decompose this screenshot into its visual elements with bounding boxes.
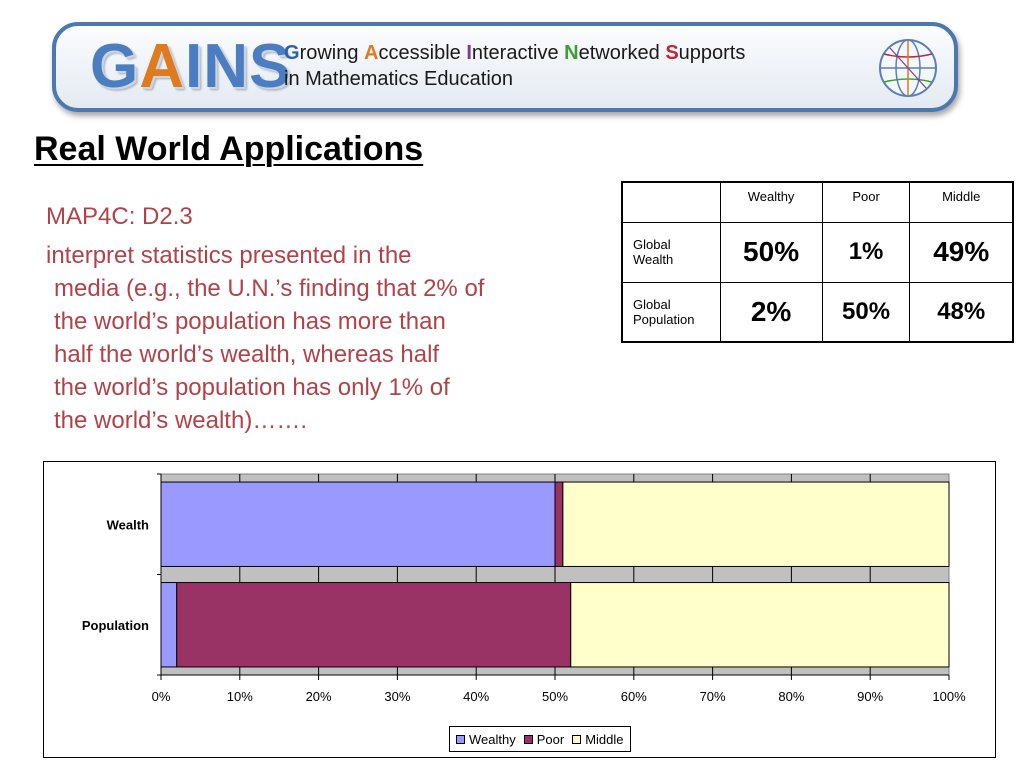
x-tick-label: 0%: [152, 689, 171, 704]
tagline-word-rest: upports: [678, 42, 746, 64]
x-tick-label: 20%: [306, 689, 332, 704]
gains-logo: GAINS: [90, 32, 292, 101]
tagline-initial: A: [364, 42, 379, 64]
bar-middle-population: [570, 582, 950, 668]
tagline-initial: S: [665, 42, 679, 64]
x-tick-label: 30%: [384, 689, 410, 704]
table-cell: 50%: [719, 221, 823, 283]
table-header-row: Wealthy Poor Middle: [621, 181, 1014, 223]
description-line: media (e.g., the U.N.’s finding that 2% …: [54, 275, 485, 302]
expectation-description: interpret statistics presented in the me…: [46, 239, 616, 437]
x-tick-label: 60%: [621, 689, 647, 704]
bar-poor-population: [176, 582, 572, 668]
table-cell: 50%: [821, 281, 911, 343]
description-line: the world’s population has only 1% of: [54, 374, 450, 401]
legend-swatch: [523, 734, 533, 744]
tagline-initial: N: [564, 42, 579, 64]
table-cell: 1%: [821, 221, 911, 283]
tagline-word-rest: nteractive: [471, 42, 565, 64]
wealth-population-table: Wealthy Poor Middle Global Wealth 50% 1% …: [621, 181, 1014, 343]
header-banner: GAINS Growing Accessible Interactive Net…: [52, 22, 958, 112]
bar-middle-wealth: [562, 481, 950, 567]
legend-label: Poor: [536, 731, 565, 747]
expectation-code: MAP4C: D2.3: [46, 203, 193, 230]
x-tick-label: 40%: [463, 689, 489, 704]
tagline-word-rest: ccessible: [378, 42, 467, 64]
table-row: Global Population 2% 50% 48%: [621, 281, 1014, 343]
y-tick-label: Wealth: [107, 517, 149, 532]
table-header-poor: Poor: [821, 181, 911, 223]
table-row: Global Wealth 50% 1% 49%: [621, 221, 1014, 283]
tagline-line1: Growing Accessible Interactive Networked…: [284, 40, 745, 66]
tagline-line2: in Mathematics Education: [284, 68, 514, 90]
table-cell: 2%: [719, 281, 823, 343]
bar-wealthy-wealth: [160, 481, 556, 567]
legend-swatch: [456, 734, 465, 744]
description-line: interpret statistics presented in the: [46, 242, 412, 269]
stacked-bar-chart: 0% 10% 20% 30% 40% 50% 60% 70% 80% 90% 100% Wealth P…: [43, 461, 996, 758]
chart-legend: Wealthy Poor Middle: [449, 726, 631, 752]
table-cell: 48%: [909, 281, 1014, 343]
table-header-middle: Middle: [909, 181, 1014, 223]
row-label-global-wealth: Global Wealth: [621, 221, 721, 283]
description-line: half the world’s wealth, whereas half: [54, 341, 440, 368]
x-tick-label: 90%: [857, 689, 883, 704]
legend-item: Wealthy: [456, 732, 516, 747]
globe-icon: [879, 39, 937, 97]
legend-item: Middle: [572, 731, 624, 747]
tagline-word-rest: etworked: [578, 42, 666, 64]
x-tick-label: 80%: [778, 689, 804, 704]
x-tick-label: 10%: [227, 689, 253, 704]
x-tick-label: 70%: [700, 689, 726, 704]
y-tick-label: Population: [82, 618, 149, 633]
bar-wealthy-population: [160, 582, 178, 668]
tagline: Growing Accessible Interactive Networked…: [284, 40, 745, 92]
tagline-initial: G: [284, 42, 300, 64]
legend-item: Poor: [523, 731, 565, 747]
chart-plot: 0% 10% 20% 30% 40% 50% 60% 70% 80% 90% 100% Wealth P…: [82, 473, 966, 704]
bar-poor-wealth: [554, 481, 564, 567]
table-header-empty: [621, 181, 721, 223]
x-tick-label: 100%: [932, 689, 966, 704]
row-label-global-population: Global Population: [621, 281, 721, 343]
tagline-initial: I: [466, 42, 472, 64]
description-line: the world’s wealth)…….: [54, 407, 307, 434]
legend-label: Middle: [585, 731, 624, 747]
tagline-word-rest: rowing: [299, 42, 365, 64]
x-tick-label: 50%: [542, 689, 568, 704]
table-cell: 49%: [909, 221, 1014, 283]
legend-label: Wealthy: [469, 731, 516, 747]
slide-title: Real World Applications: [34, 130, 424, 168]
legend-swatch: [572, 734, 582, 744]
curriculum-expectation: MAP4C: D2.3 interpret statistics present…: [46, 200, 616, 437]
description-line: the world’s population has more than: [54, 308, 446, 335]
table-header-wealthy: Wealthy: [719, 181, 823, 223]
